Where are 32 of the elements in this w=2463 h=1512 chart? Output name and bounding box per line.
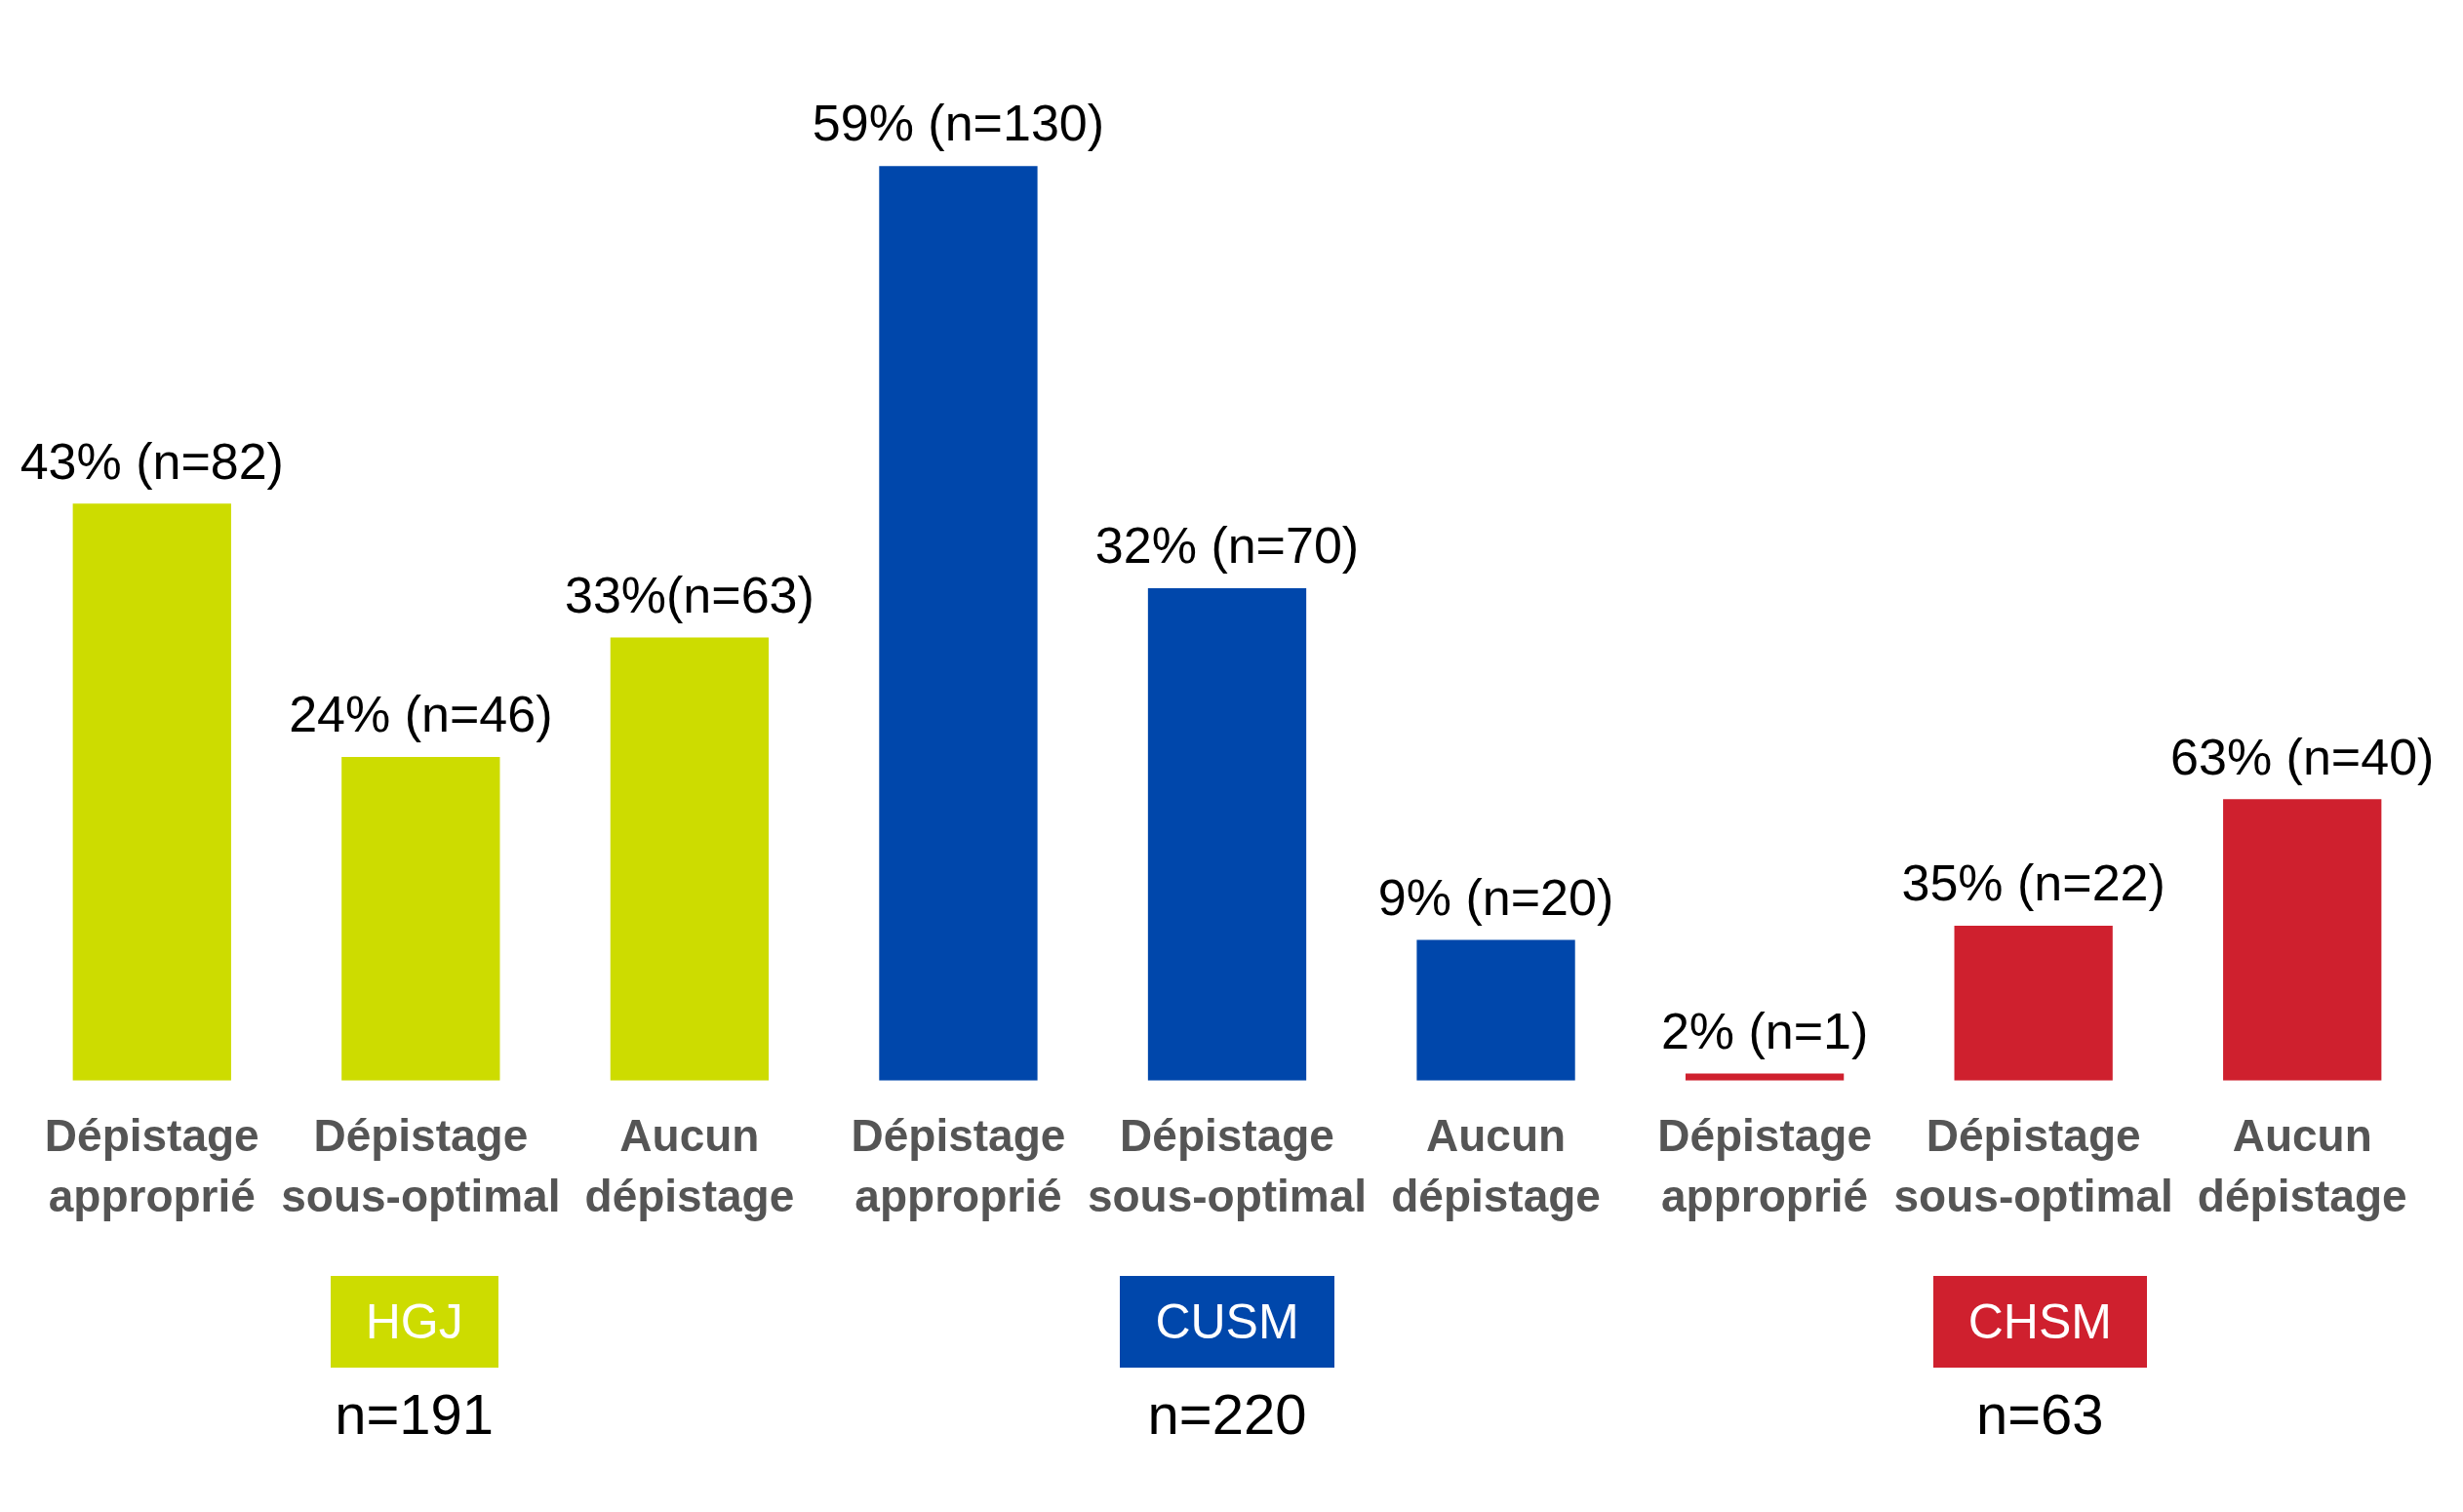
bar [2223, 799, 2382, 1081]
x-tick-label: Dépistage sous-optimal [281, 1109, 561, 1221]
data-label: 24% (n=46) [289, 686, 553, 743]
x-tick-label: Aucun dépistage [1391, 1109, 1601, 1221]
data-label: 33%(n=63) [564, 566, 814, 623]
text: CHSM [1932, 1276, 2147, 1368]
text: CUSM [1120, 1276, 1334, 1368]
x-tick-label: Aucun dépistage [584, 1109, 795, 1221]
data-label: 35% (n=22) [1901, 855, 2165, 912]
bar [341, 757, 500, 1081]
data-label: 63% (n=40) [2170, 728, 2435, 785]
text: n=63 [1975, 1381, 2104, 1447]
x-tick-label: Dépistage sous-optimal [1893, 1109, 2173, 1221]
text: n=220 [1147, 1381, 1307, 1447]
bar [1416, 939, 1575, 1081]
bar [72, 503, 231, 1081]
data-label: 32% (n=70) [1094, 517, 1360, 575]
data-label: 59% (n=130) [812, 95, 1105, 152]
text: n=191 [335, 1381, 495, 1447]
x-tick-label: Dépistage approprié [44, 1109, 259, 1221]
bar [1954, 926, 2113, 1081]
data-label: 9% (n=20) [1377, 868, 1614, 926]
x-tick-label: Dépistage approprié [851, 1109, 1066, 1221]
x-tick-label: Dépistage sous-optimal [1087, 1109, 1368, 1221]
data-label: 2% (n=1) [1660, 1002, 1869, 1059]
x-tick-label: Dépistage approprié [1657, 1109, 1873, 1221]
bar [879, 166, 1038, 1081]
x-tick-label: Aucun dépistage [2197, 1109, 2407, 1221]
bar [1147, 587, 1307, 1081]
text: HGJ [330, 1276, 498, 1368]
bar [610, 637, 770, 1081]
data-label: 43% (n=82) [20, 432, 284, 490]
